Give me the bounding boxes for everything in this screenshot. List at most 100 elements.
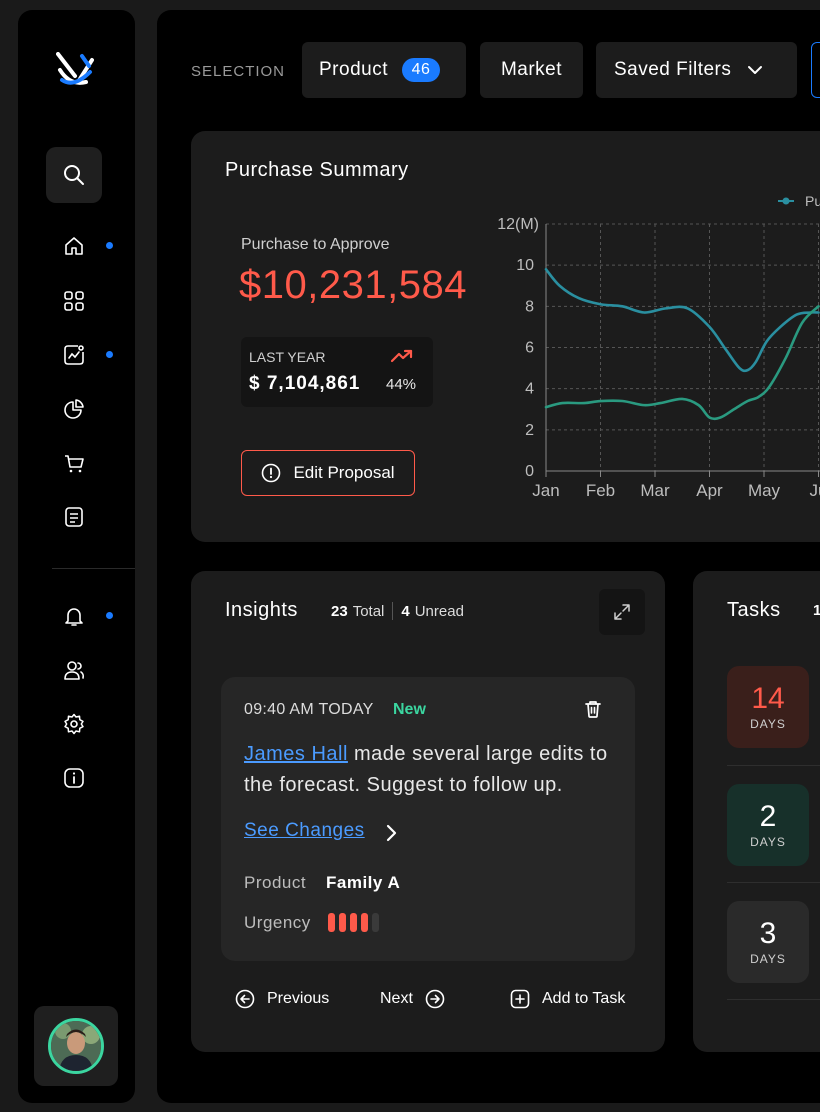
urgency-bar [361, 913, 368, 932]
search-icon [64, 165, 84, 185]
insight-product-label: Product [244, 873, 307, 892]
sidebar-item-grid[interactable] [62, 289, 86, 313]
insight-status: New [393, 701, 426, 718]
avatar-portrait-icon [51, 1021, 101, 1071]
sidebar-item-analytics[interactable] [62, 343, 86, 367]
y-tick-label: 8 [525, 298, 534, 315]
market-filter-chip[interactable]: Market [480, 42, 583, 98]
sidebar-home-dot [106, 242, 113, 249]
arrow-right-circle-icon [425, 989, 445, 1009]
add-to-task-label: Add to Task [542, 990, 626, 1007]
insight-time: 09:40 AM TODAY [244, 701, 374, 718]
sidebar-item-users[interactable] [62, 658, 86, 682]
last-year-value: $ 7,104,861 [249, 373, 361, 394]
previous-label: Previous [267, 990, 330, 1007]
insights-unread-label: Unread [414, 602, 464, 620]
insight-message: James Hall made several large edits to t… [244, 739, 624, 801]
sidebar-item-documents[interactable] [62, 505, 86, 529]
urgency-bar [339, 913, 346, 932]
y-tick-label: 0 [525, 463, 534, 480]
task-divider [727, 882, 820, 883]
product-filter-label: Product [319, 59, 388, 80]
x-tick-label: Apr [696, 481, 723, 500]
task-due-badge[interactable]: 3 DAYS [727, 901, 809, 983]
task-due-badge[interactable]: 2 DAYS [727, 784, 809, 866]
main-panel: SELECTION Product 46 Market Saved Filter… [157, 10, 820, 1103]
sidebar [18, 10, 135, 1103]
date-range-button[interactable] [811, 42, 820, 98]
chevron-down-icon [748, 66, 763, 74]
saved-filters-dropdown[interactable]: Saved Filters [596, 42, 797, 98]
insight-urgency-label: Urgency [244, 913, 311, 932]
sidebar-notifications-dot [106, 612, 113, 619]
task-due-badge[interactable]: 14 DAYS [727, 666, 809, 748]
add-to-task-button[interactable]: Add to Task [510, 989, 625, 1009]
insights-unread-count: 4 [401, 602, 410, 620]
sidebar-item-settings[interactable] [62, 712, 86, 736]
insights-card: Insights 23 Total 4 Unread 09:40 AM TODA… [191, 571, 665, 1052]
urgency-bar [372, 913, 379, 932]
insight-message-text: made several large edits to the forecast… [244, 743, 608, 796]
info-icon [64, 768, 84, 788]
y-axis-label: 12(M) [497, 216, 539, 233]
task-days-unit: DAYS [750, 717, 786, 731]
series-line-1 [544, 267, 820, 373]
saved-filters-label: Saved Filters [614, 59, 732, 80]
sidebar-item-home[interactable] [62, 234, 86, 258]
y-tick-label: 4 [525, 381, 534, 398]
analytics-icon [64, 345, 84, 365]
purchase-to-approve-value: $10,231,584 [239, 263, 467, 307]
chevron-right-icon[interactable] [385, 824, 397, 842]
task-days-value: 14 [751, 682, 785, 715]
gear-icon [64, 713, 84, 735]
selection-label: SELECTION [191, 63, 286, 80]
brand-logo-icon[interactable] [56, 52, 94, 92]
purchase-line-chart: 12(M) 0 2 4 6 8 10 Jan Feb Mar Apr May Ju Pu [497, 193, 820, 500]
last-year-label: LAST YEAR [249, 349, 326, 365]
sidebar-item-reports[interactable] [62, 397, 86, 421]
see-changes-link[interactable]: See Changes [244, 820, 365, 841]
sidebar-analytics-dot [106, 351, 113, 358]
edit-proposal-button[interactable]: Edit Proposal [241, 450, 415, 496]
x-tick-label: Jan [532, 481, 559, 500]
task-divider [727, 999, 820, 1000]
insights-total-count: 23 [331, 602, 348, 620]
urgency-bar [350, 913, 357, 932]
task-days-unit: DAYS [750, 952, 786, 966]
previous-button[interactable]: Previous [235, 989, 329, 1009]
y-tick-label: 10 [516, 257, 534, 274]
purchase-summary-title: Purchase Summary [225, 159, 409, 181]
task-divider [727, 765, 820, 766]
users-icon [64, 661, 85, 680]
task-days-value: 2 [759, 800, 777, 833]
last-year-percent: 44% [386, 376, 417, 393]
document-icon [65, 507, 83, 527]
next-label: Next [380, 990, 413, 1007]
series-line-2 [544, 305, 820, 421]
search-button[interactable] [46, 147, 102, 203]
next-button[interactable]: Next [380, 989, 445, 1009]
task-days-value: 3 [759, 917, 777, 950]
product-filter-chip[interactable]: Product 46 [302, 42, 466, 98]
insights-count-divider [392, 602, 394, 620]
avatar [48, 1018, 104, 1074]
alert-circle-icon [262, 463, 281, 483]
user-avatar-button[interactable] [34, 1006, 118, 1086]
expand-insights-button[interactable] [599, 589, 645, 635]
insights-title: Insights [225, 599, 298, 621]
sidebar-item-notifications[interactable] [62, 604, 86, 628]
legend-label: Pu [805, 193, 820, 209]
sidebar-item-cart[interactable] [62, 451, 86, 475]
last-year-box: LAST YEAR $ 7,104,861 44% [241, 337, 433, 407]
trend-up-icon [391, 349, 413, 363]
trash-icon[interactable] [583, 699, 603, 719]
x-tick-label: Ju [810, 481, 820, 500]
insight-item: 09:40 AM TODAY New James Hall made sever… [221, 677, 635, 961]
insight-person-link[interactable]: James Hall [244, 743, 348, 765]
arrow-left-circle-icon [235, 989, 255, 1009]
sidebar-item-info[interactable] [62, 766, 86, 790]
urgency-meter [328, 913, 379, 932]
task-days-unit: DAYS [750, 835, 786, 849]
x-tick-label: May [748, 481, 781, 500]
urgency-bar [328, 913, 335, 932]
